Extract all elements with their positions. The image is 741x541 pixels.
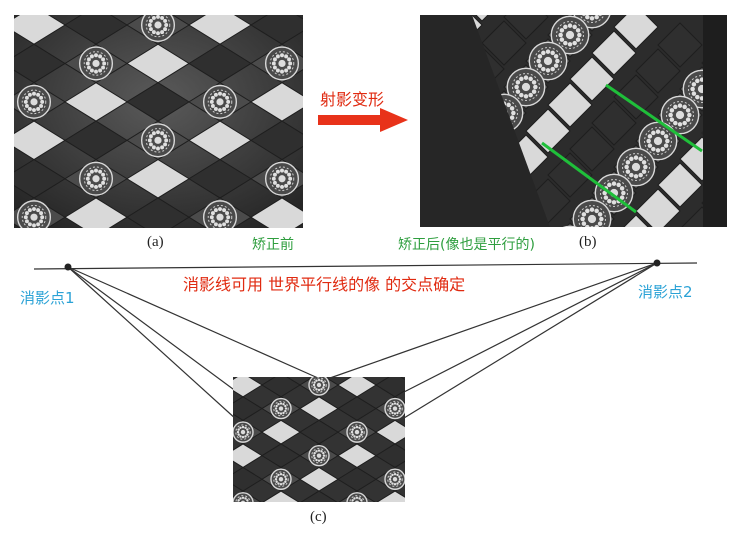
caption-panel-b: (b) bbox=[579, 234, 597, 250]
tiled-floor-small-image bbox=[233, 377, 405, 502]
photo-panel-a bbox=[14, 15, 303, 228]
right-arrow-icon bbox=[318, 108, 408, 132]
parallel-line-upper bbox=[605, 83, 703, 153]
tiled-floor-perspective-image bbox=[14, 15, 303, 228]
vanishing-point-2-dot bbox=[653, 259, 661, 267]
vanishing-line-1b bbox=[67, 266, 238, 421]
vanishing-line-2b bbox=[403, 262, 658, 419]
caption-panel-c: (c) bbox=[310, 509, 327, 525]
note-after-correction: 矫正后(像也是平行的) bbox=[398, 237, 535, 253]
note-before-correction: 矫正前 bbox=[252, 237, 294, 253]
parallel-line-lower bbox=[541, 141, 637, 214]
rectified-floor-image bbox=[420, 15, 727, 227]
vanishing-line-1c bbox=[67, 266, 319, 379]
vanishing-line-2c bbox=[329, 262, 658, 379]
photo-panel-c bbox=[233, 377, 405, 502]
horizon-line-note: 消影线可用 世界平行线的像 的交点确定 bbox=[183, 275, 466, 294]
caption-panel-a: (a) bbox=[147, 234, 164, 250]
horizon-line bbox=[33, 262, 698, 270]
photo-panel-b bbox=[420, 15, 727, 227]
projective-transform-label: 射影变形 bbox=[320, 90, 385, 109]
vanishing-point-2-label: 消影点2 bbox=[638, 283, 693, 301]
vanishing-point-1-dot bbox=[64, 263, 72, 271]
vanishing-line-2a bbox=[403, 262, 658, 393]
vanishing-point-1-label: 消影点1 bbox=[20, 289, 75, 307]
vanishing-line-1a bbox=[67, 266, 238, 393]
